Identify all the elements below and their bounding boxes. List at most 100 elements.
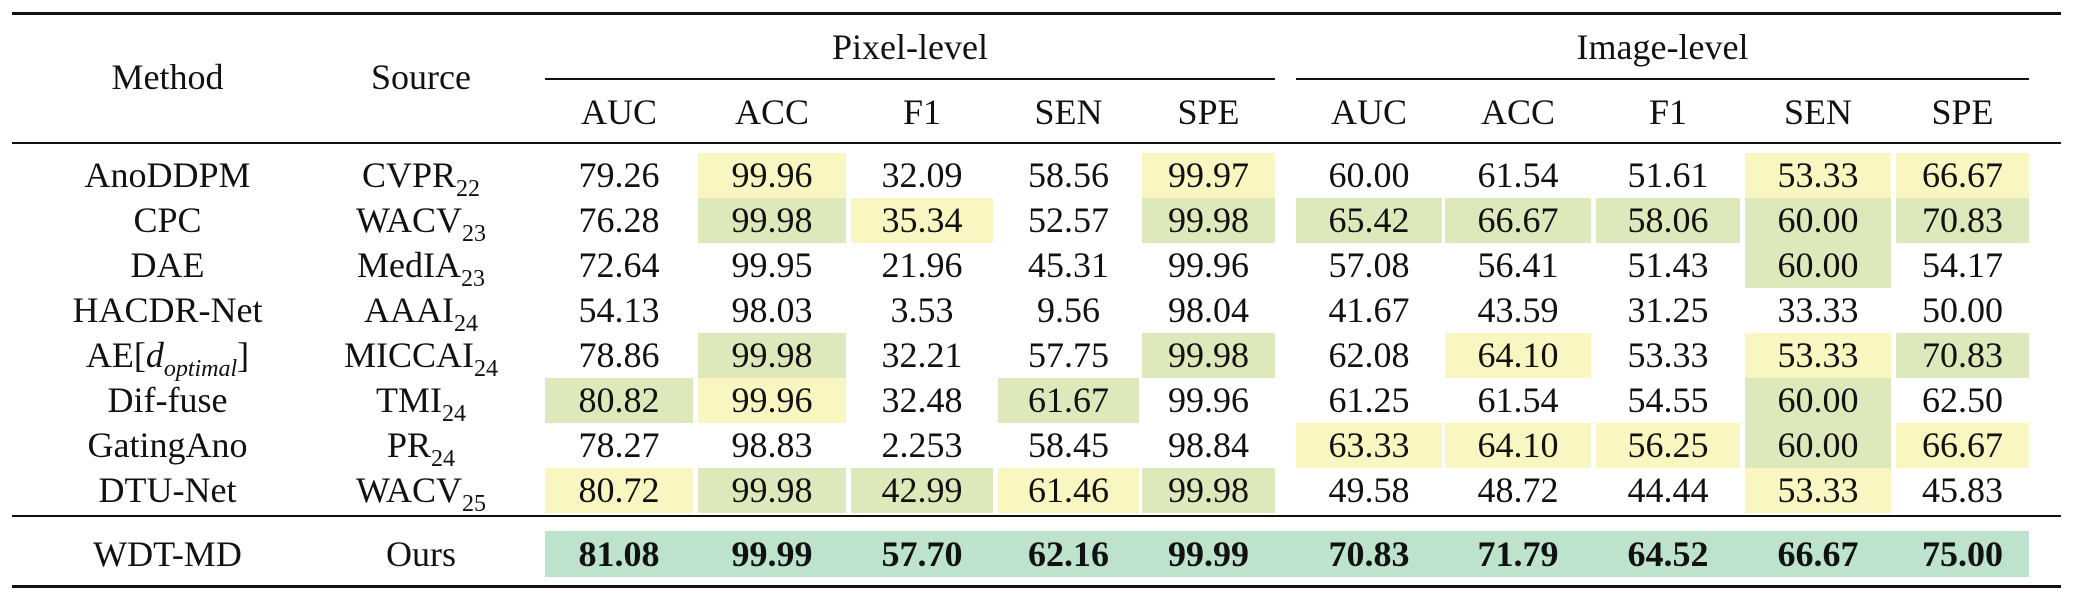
value-cell: 60.00 <box>1745 243 1891 288</box>
header-pixel-level: Pixel-level <box>832 27 988 67</box>
method-cell: CPC <box>40 198 295 243</box>
source-venue: TMI <box>376 380 442 420</box>
value-cell: 99.99 <box>1168 534 1249 574</box>
metric-header: F1 <box>902 92 942 132</box>
method-name: DAE <box>130 245 205 285</box>
value-cell: 78.27 <box>578 425 660 465</box>
source-year: 22 <box>456 176 481 202</box>
header-method: Method <box>111 57 224 97</box>
value-cell: 32.48 <box>881 380 963 420</box>
value-cell: 80.82 <box>545 378 693 423</box>
value-cell: 66.67 <box>1777 534 1859 574</box>
source-year: 24 <box>474 356 498 382</box>
value-cell: 57.75 <box>1028 335 1109 375</box>
value-cell: 56.25 <box>1596 423 1740 468</box>
method-cell: GatingAno <box>40 423 295 468</box>
bottom-rule <box>12 585 2061 588</box>
top-rule <box>12 12 2061 15</box>
value-cell: 98.84 <box>1168 425 1249 465</box>
value-cell: 78.86 <box>578 335 660 375</box>
value-cell: 64.10 <box>1445 333 1591 378</box>
value-cell: 61.46 <box>998 468 1139 513</box>
value-cell: 99.96 <box>698 378 846 423</box>
source-year: 24 <box>442 401 466 427</box>
value-cell: 61.54 <box>1477 380 1559 420</box>
method-cell: DAE <box>40 243 295 288</box>
metric-header: SEN <box>1783 92 1852 132</box>
source-year: 24 <box>453 311 478 337</box>
value-cell: 32.21 <box>881 335 963 375</box>
value-cell: 75.00 <box>1922 534 2003 574</box>
method-name: CPC <box>133 200 202 240</box>
value-cell: 60.00 <box>1745 378 1891 423</box>
value-cell: 60.00 <box>1745 198 1891 243</box>
source-year: 25 <box>462 491 486 517</box>
header-rule <box>12 142 2061 144</box>
value-cell: 54.17 <box>1922 245 2003 285</box>
value-cell: 54.55 <box>1627 380 1709 420</box>
value-cell: 53.33 <box>1745 468 1891 513</box>
metric-header: ACC <box>1480 92 1556 132</box>
metric-header: AUC <box>580 92 657 132</box>
method-cell: DTU-Net <box>40 468 295 513</box>
value-cell: 51.61 <box>1627 155 1709 195</box>
value-cell: 57.08 <box>1328 245 1410 285</box>
metric-header: SPE <box>1931 92 1994 132</box>
value-cell: 53.33 <box>1745 153 1891 198</box>
method-cell: WDT-MD <box>93 534 242 574</box>
method-cell: HACDR-Net <box>40 288 295 333</box>
source-cell: TMI24 <box>310 378 532 426</box>
value-cell: 2.253 <box>881 425 963 465</box>
value-cell: 45.83 <box>1922 470 2003 510</box>
source-year: 24 <box>431 446 456 472</box>
source-cell: PR24 <box>310 423 532 471</box>
value-cell: 9.56 <box>1037 290 1100 330</box>
method-name: AnoDDPM <box>84 155 251 195</box>
value-cell: 61.54 <box>1477 155 1559 195</box>
value-cell: 64.52 <box>1627 534 1709 574</box>
source-cell: MICCAI24 <box>310 333 532 381</box>
method-name: DTU-Net <box>98 470 237 510</box>
value-cell: 62.08 <box>1328 335 1410 375</box>
method-cell: AnoDDPM <box>40 153 295 198</box>
value-cell: 35.34 <box>851 198 993 243</box>
value-cell: 53.33 <box>1745 333 1891 378</box>
value-cell: 58.06 <box>1596 198 1740 243</box>
value-cell: 99.95 <box>731 245 813 285</box>
ours-highlight-band <box>545 531 2029 577</box>
method-name: Dif-fuse <box>107 380 228 420</box>
value-cell: 45.31 <box>1028 245 1109 285</box>
ours-separator-rule <box>12 515 2061 517</box>
value-cell: 99.98 <box>1142 468 1275 513</box>
value-cell: 99.98 <box>698 468 846 513</box>
value-cell: 56.41 <box>1477 245 1559 285</box>
metric-header: AUC <box>1330 92 1407 132</box>
value-cell: 58.56 <box>1028 155 1109 195</box>
value-cell: 51.43 <box>1627 245 1709 285</box>
metric-header: F1 <box>1648 92 1688 132</box>
source-venue: MICCAI <box>343 335 474 375</box>
value-cell: 3.53 <box>890 290 954 330</box>
source-cell: Ours <box>386 534 456 574</box>
method-cell: Dif-fuse <box>40 378 295 423</box>
source-cell: WACV23 <box>310 198 532 246</box>
source-cell: WACV25 <box>310 468 532 516</box>
header-source: Source <box>371 57 471 97</box>
value-cell: 71.79 <box>1477 534 1559 574</box>
value-cell: 33.33 <box>1777 290 1859 330</box>
method-name: GatingAno <box>87 425 248 465</box>
source-year: 23 <box>462 221 486 247</box>
value-cell: 98.04 <box>1168 290 1249 330</box>
value-cell: 54.13 <box>578 290 660 330</box>
value-cell: 42.99 <box>851 468 993 513</box>
value-cell: 76.28 <box>578 200 660 240</box>
value-cell: 43.59 <box>1477 290 1559 330</box>
method-symbol: d <box>145 335 164 375</box>
method-cell: AE[doptimal] <box>40 333 295 381</box>
method-subscript: optimal <box>163 356 238 382</box>
method-bracket: ] <box>237 335 250 375</box>
metric-header: ACC <box>734 92 810 132</box>
value-cell: 99.96 <box>698 153 846 198</box>
value-cell: 62.50 <box>1922 380 2003 420</box>
value-cell: 48.72 <box>1477 470 1559 510</box>
